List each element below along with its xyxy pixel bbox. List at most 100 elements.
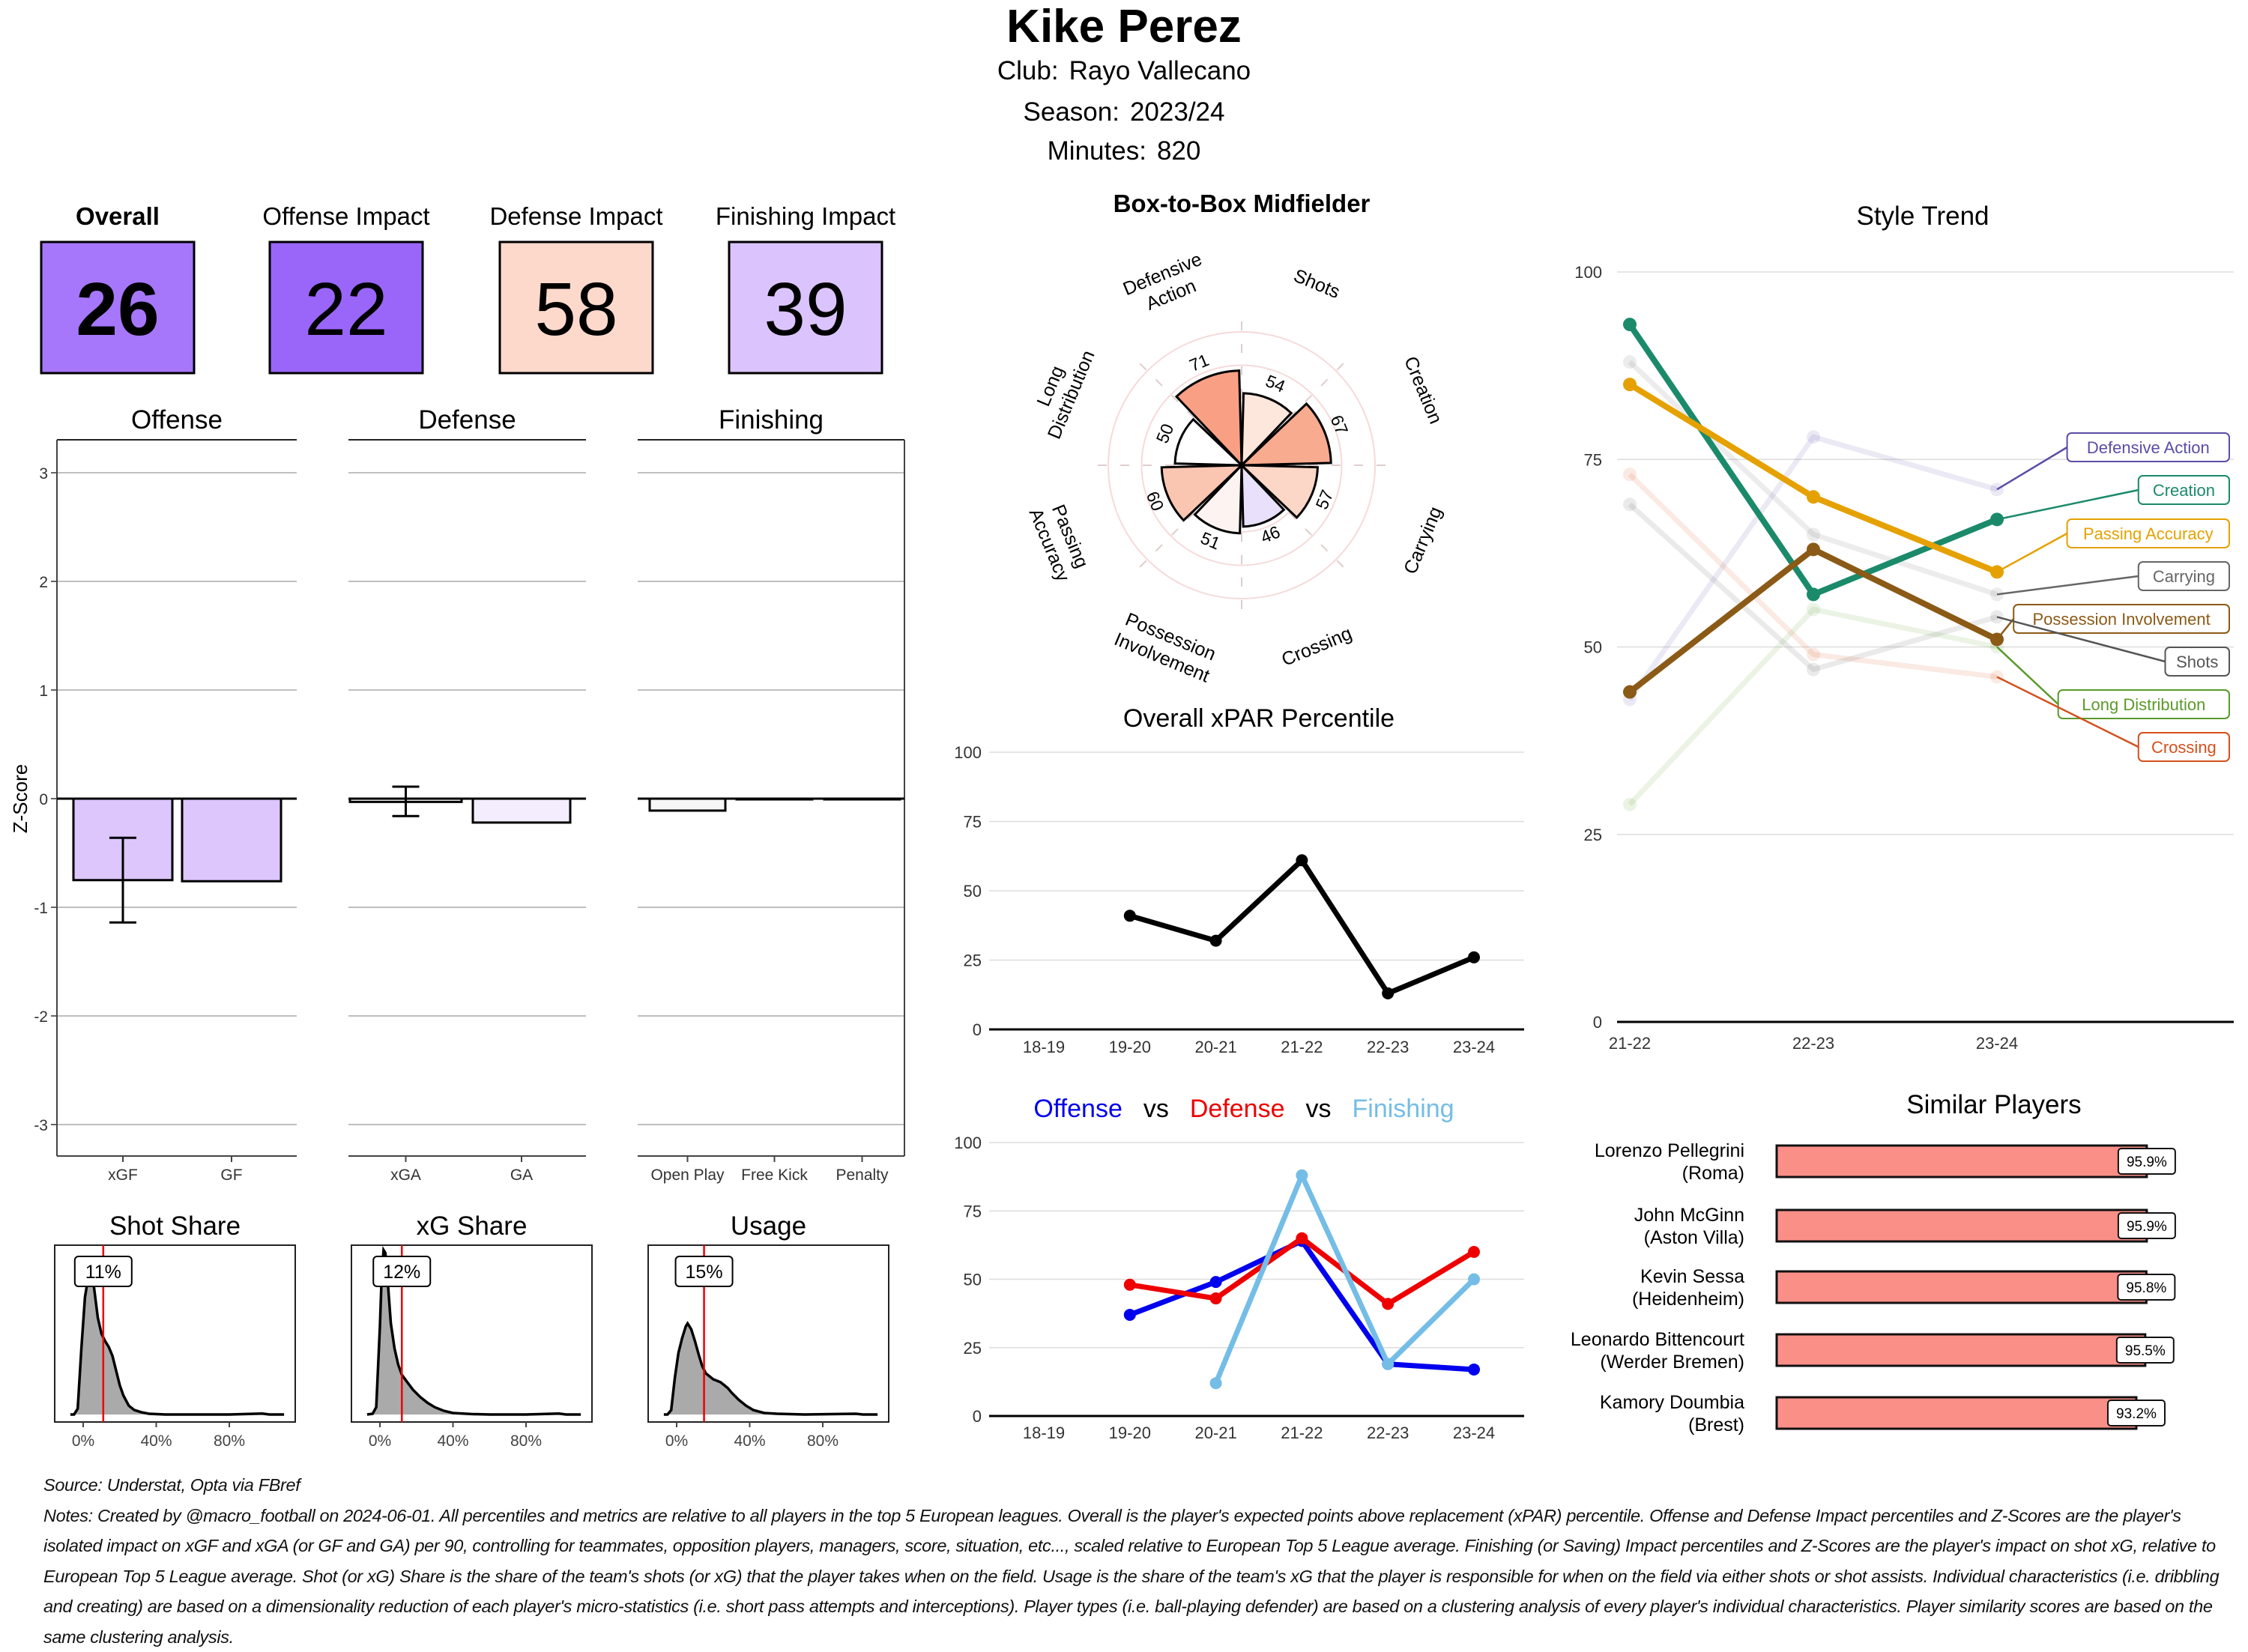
x-tick-label: GA <box>510 1167 533 1184</box>
similarity-value: 95.5% <box>2125 1343 2166 1359</box>
x-tick-label: 21-22 <box>1281 1038 1323 1056</box>
facet-title: Offense <box>131 405 223 435</box>
x-tick-label: 18-19 <box>1023 1423 1065 1442</box>
y-tick-label: 75 <box>1584 450 1602 469</box>
trend-point <box>1623 318 1637 331</box>
x-tick-label: Free Kick <box>741 1167 808 1184</box>
season-value: 2023/24 <box>1130 97 1225 127</box>
data-point <box>1124 1279 1136 1291</box>
club-value: Rayo Vallecano <box>1069 56 1251 85</box>
radar-title: Box-to-Box Midfielder <box>1114 190 1371 217</box>
title-part-defense: Defense <box>1190 1095 1285 1123</box>
card-value: 22 <box>304 267 387 351</box>
player-name: Kamory Doumbia <box>1600 1392 1744 1413</box>
x-tick-label: 40% <box>437 1432 468 1450</box>
data-point <box>1210 1292 1222 1304</box>
radar-value-label: 46 <box>1257 521 1283 547</box>
data-point <box>1296 1232 1308 1244</box>
y-tick-label: 3 <box>39 465 48 482</box>
x-tick-label: 21-22 <box>1609 1034 1651 1053</box>
bar-ga <box>473 799 570 823</box>
radar-category-label: PassingAccuracy <box>1025 497 1095 585</box>
x-tick-label: 22-23 <box>1367 1038 1409 1056</box>
data-point <box>1382 1358 1394 1370</box>
y-tick-label: 75 <box>964 813 982 832</box>
x-tick-label: 20-21 <box>1194 1038 1236 1056</box>
radar-value-label: 51 <box>1198 528 1224 554</box>
data-point <box>1124 910 1136 922</box>
x-tick-label: 40% <box>140 1432 172 1450</box>
bar-open-play <box>650 799 725 811</box>
y-tick-label: 25 <box>964 1339 982 1358</box>
minutes-value: 820 <box>1157 136 1200 166</box>
radar-category-line: Shots <box>1290 265 1343 303</box>
player-club: (Heidenheim) <box>1632 1289 1744 1310</box>
season-label: Season: <box>1024 97 1120 127</box>
trend-line-carrying <box>1630 362 1997 594</box>
player-club: (Brest) <box>1688 1415 1744 1435</box>
card-value: 39 <box>764 267 847 351</box>
x-tick-label: 40% <box>734 1432 765 1450</box>
y-axis-title: Z-Score <box>9 764 31 833</box>
trend-point <box>1623 378 1637 391</box>
x-tick-label: 18-19 <box>1023 1038 1065 1056</box>
bar-gf <box>182 799 281 881</box>
x-tick-label: GF <box>220 1167 242 1184</box>
similarity-bar <box>1777 1146 2147 1177</box>
series-label: Crossing <box>2151 738 2217 757</box>
player-club: (Werder Bremen) <box>1600 1352 1744 1373</box>
similarity-bar <box>1777 1210 2147 1241</box>
trend-point <box>1807 663 1820 677</box>
similarity-bar <box>1777 1271 2146 1303</box>
player-name: Lorenzo Pellegrini <box>1595 1140 1744 1161</box>
radar-category-line: Crossing <box>1278 623 1355 671</box>
label-connector <box>1997 447 2067 489</box>
title-part-vs: vs <box>1143 1095 1169 1123</box>
footer-notes: Source: Understat, Opta via FBref Notes:… <box>43 1470 2232 1652</box>
similarity-value: 93.2% <box>2116 1406 2157 1422</box>
trend-point <box>1623 497 1637 511</box>
y-tick-label: 0 <box>973 1407 982 1426</box>
radar-category-label: DefensiveAction <box>1120 249 1214 321</box>
player-club: (Aston Villa) <box>1644 1227 1744 1248</box>
x-tick-label: 20-21 <box>1194 1423 1236 1442</box>
radar-category-line: Creation <box>1400 354 1446 427</box>
card-label: Defense Impact <box>489 202 662 230</box>
trend-point <box>1807 542 1820 556</box>
minutes-label: Minutes: <box>1048 136 1146 166</box>
series-label: Possession Involvement <box>2032 610 2210 629</box>
radar-value-label: 57 <box>1312 487 1338 512</box>
card-label: Overall <box>76 202 160 230</box>
title-part-finishing: Finishing <box>1353 1095 1454 1123</box>
series-line-offense <box>1130 1241 1474 1370</box>
trend-point <box>1807 430 1820 444</box>
x-tick-label: 0% <box>665 1432 688 1450</box>
data-point <box>1296 854 1308 866</box>
x-tick-label: 21-22 <box>1281 1423 1323 1442</box>
x-tick-label: Penalty <box>836 1167 889 1184</box>
trend-point <box>1623 468 1637 481</box>
player-value-label: 11% <box>85 1262 121 1283</box>
trend-point <box>1623 798 1637 811</box>
x-tick-label: 80% <box>807 1432 839 1450</box>
series-label: Passing Accuracy <box>2083 524 2214 543</box>
x-tick-label: 19-20 <box>1109 1038 1151 1056</box>
x-tick-label: 0% <box>72 1432 94 1450</box>
x-tick-label: 23-24 <box>1453 1423 1495 1442</box>
density-title: Shot Share <box>109 1211 241 1241</box>
radar-value-label: 60 <box>1143 488 1168 514</box>
label-connector <box>1997 576 2139 594</box>
series-label: Long Distribution <box>2082 695 2205 714</box>
x-tick-label: xGF <box>108 1167 138 1184</box>
title-part-offense: Offense <box>1033 1095 1122 1123</box>
label-connector <box>1997 647 2058 705</box>
data-point <box>1468 1364 1480 1376</box>
radar-value-label: 50 <box>1152 421 1178 447</box>
label-connector <box>1997 490 2139 519</box>
trend-point <box>1623 686 1637 699</box>
trend-point <box>1807 648 1820 662</box>
facet-title: Defense <box>418 405 516 435</box>
